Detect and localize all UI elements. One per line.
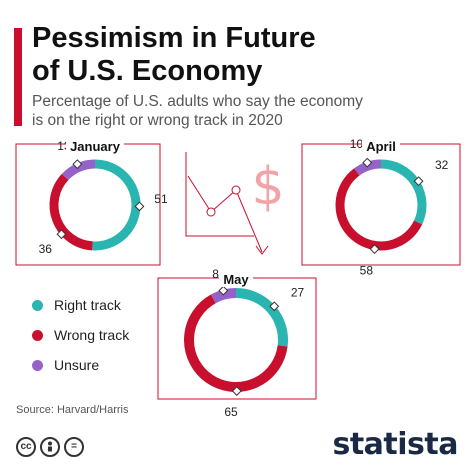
unsure-swatch (32, 359, 43, 371)
wrong-track-swatch (32, 329, 43, 341)
april-right-track-value: 32 (435, 158, 449, 172)
april-unsure-value: 10 (350, 137, 364, 151)
april-label: April (366, 139, 396, 154)
may-right-track-value: 27 (291, 285, 305, 299)
may-right-track-slice (235, 288, 288, 347)
dollar-sign-icon: $ (251, 157, 284, 217)
statista-logo[interactable]: statista (332, 427, 458, 462)
january-wrong-track-value: 36 (39, 242, 53, 256)
legend-item-unsure: Unsure (32, 352, 129, 378)
legend-label: Wrong track (54, 327, 130, 343)
january-wrong-track-marker (56, 229, 67, 240)
cc-icon[interactable]: cc (16, 437, 36, 457)
may-right-track-marker (269, 301, 280, 312)
january-right-track-marker (134, 201, 145, 212)
equals-icon[interactable]: = (64, 437, 84, 457)
april-wrong-track-marker (369, 244, 380, 254)
january-wrong-track-slice (49, 173, 93, 251)
person-icon[interactable] (40, 437, 60, 457)
subtitle-line-1: Percentage of U.S. adults who say the ec… (32, 93, 363, 110)
right-track-swatch (32, 299, 43, 311)
title-line-2: of U.S. Economy (32, 55, 263, 87)
page-title: Pessimism in Future of U.S. Economy (32, 22, 452, 88)
april-right-track-slice (380, 159, 427, 225)
april-wrong-track-slice (335, 168, 423, 251)
legend-label: Right track (54, 297, 121, 313)
january-label: January (70, 139, 121, 154)
donut-may: 27 65 8 (184, 267, 305, 419)
subtitle-line-2: is on the right or wrong track in 2020 (32, 112, 283, 129)
legend: Right track Wrong track Unsure (32, 292, 129, 382)
april-unsure-marker (362, 157, 373, 168)
january-right-track-slice (92, 159, 141, 251)
page-subtitle: Percentage of U.S. adults who say the ec… (32, 92, 452, 130)
april-right-track-marker (413, 176, 424, 187)
legend-label: Unsure (54, 357, 100, 373)
legend-item-wrong-track: Wrong track (32, 322, 129, 348)
license-icons: cc = (16, 437, 84, 457)
panel-title-january: January (66, 138, 124, 154)
title-line-1: Pessimism in Future (32, 22, 316, 54)
january-right-track-value: 51 (154, 192, 168, 206)
donut-april: 32 58 10 (335, 137, 449, 277)
may-label: May (223, 272, 249, 287)
source-note: Source: Harvard/Harris (16, 404, 129, 416)
decline-trend-icon (185, 152, 269, 255)
may-wrong-track-marker (231, 386, 242, 396)
may-wrong-track-value: 65 (224, 405, 238, 419)
may-unsure-marker (218, 285, 229, 296)
panel-title-april: April (362, 138, 400, 154)
may-wrong-track-slice (184, 294, 288, 392)
april-wrong-track-value: 58 (360, 263, 374, 277)
panel-title-may: May (219, 271, 253, 287)
january-unsure-marker (72, 159, 83, 170)
title-accent-bar (14, 28, 22, 126)
legend-item-right-track: Right track (32, 292, 129, 318)
may-unsure-value: 8 (212, 267, 219, 281)
